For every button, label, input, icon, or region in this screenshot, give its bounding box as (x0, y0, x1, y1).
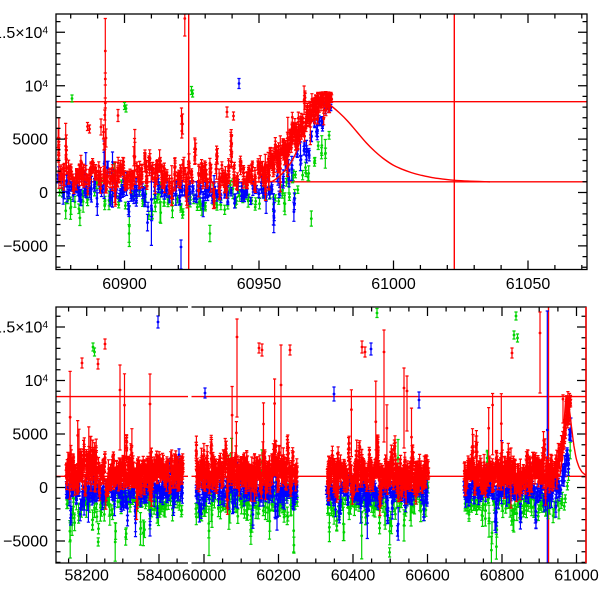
svg-text:60800: 60800 (480, 568, 525, 585)
svg-text:0: 0 (39, 185, 48, 202)
svg-text:60950: 60950 (237, 276, 282, 293)
svg-text:−5000: −5000 (3, 239, 48, 256)
svg-text:61000: 61000 (371, 276, 416, 293)
svg-text:0: 0 (39, 480, 48, 497)
svg-text:60900: 60900 (102, 276, 147, 293)
svg-text:5000: 5000 (12, 427, 48, 444)
svg-text:1.5×104: 1.5×104 (0, 25, 48, 42)
svg-text:1.5×104: 1.5×104 (0, 320, 48, 337)
svg-text:58200: 58200 (64, 568, 109, 585)
svg-text:60400: 60400 (331, 568, 376, 585)
svg-text:60200: 60200 (256, 568, 301, 585)
svg-text:58400: 58400 (137, 568, 182, 585)
svg-text:5000: 5000 (12, 132, 48, 149)
svg-text:60000: 60000 (182, 568, 227, 585)
svg-text:−5000: −5000 (3, 534, 48, 551)
svg-text:61050: 61050 (506, 276, 551, 293)
svg-text:60600: 60600 (405, 568, 450, 585)
svg-text:61000: 61000 (554, 568, 599, 585)
